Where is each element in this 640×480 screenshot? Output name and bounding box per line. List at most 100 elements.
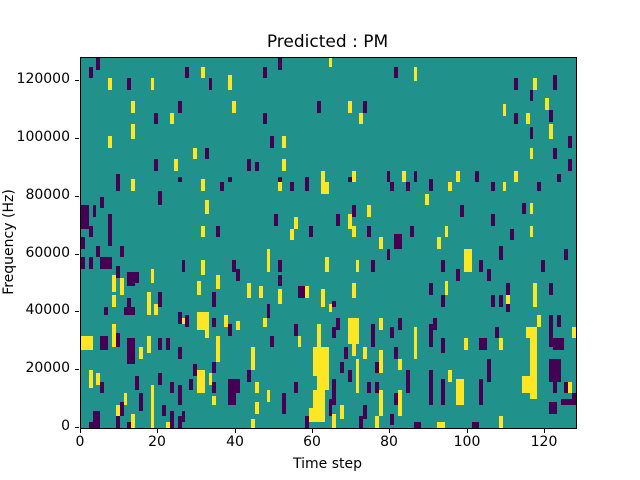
heatmap-mark: [197, 370, 205, 393]
heatmap-mark: [348, 370, 352, 382]
heatmap-mark: [278, 289, 282, 304]
heatmap-mark: [278, 260, 282, 272]
heatmap-mark: [120, 246, 124, 257]
heatmap-mark: [228, 379, 240, 393]
heatmap-mark: [352, 205, 356, 217]
heatmap-mark: [108, 214, 112, 246]
heatmap-mark: [201, 260, 205, 275]
heatmap-mark: [499, 295, 503, 307]
heatmap-mark: [352, 171, 356, 182]
heatmap-mark: [116, 405, 120, 416]
heatmap-mark: [147, 304, 151, 315]
heatmap-mark: [414, 422, 421, 428]
heatmap-mark: [456, 171, 460, 182]
heatmap-mark: [352, 283, 356, 298]
heatmap-mark: [332, 327, 336, 338]
heatmap-mark: [170, 382, 174, 393]
heatmap-mark: [549, 124, 553, 139]
x-tick-label: 100: [453, 434, 481, 450]
x-tick-label: 120: [530, 434, 558, 450]
heatmap-mark: [549, 402, 557, 414]
heatmap-mark: [464, 249, 472, 272]
heatmap-mark: [197, 281, 201, 295]
heatmap-mark: [182, 260, 185, 272]
heatmap-mark: [120, 278, 124, 295]
x-axis-label: Time step: [293, 456, 362, 472]
heatmap-mark: [390, 182, 394, 191]
heatmap-mark: [201, 226, 205, 237]
heatmap-mark: [448, 370, 452, 382]
heatmap-mark: [212, 396, 216, 405]
heatmap-mark: [499, 416, 503, 428]
heatmap-mark: [445, 281, 448, 295]
heatmap-mark: [127, 298, 131, 307]
heatmap-mark: [166, 338, 170, 350]
heatmap-mark: [193, 364, 197, 376]
heatmap-mark: [317, 101, 321, 113]
heatmap-mark: [81, 205, 89, 229]
heatmap-mark: [255, 382, 259, 393]
heatmap-mark: [572, 393, 576, 405]
heatmap-mark: [154, 304, 158, 315]
y-tick-mark: [75, 427, 79, 428]
heatmap-mark: [410, 226, 414, 237]
heatmap-mark: [100, 336, 108, 350]
heatmap-mark: [549, 110, 553, 122]
heatmap-mark: [475, 171, 479, 182]
heatmap-mark: [112, 324, 116, 347]
heatmap-mark: [329, 304, 332, 312]
heatmap-mark: [247, 283, 251, 298]
heatmap-mark: [182, 411, 185, 422]
heatmap-mark: [127, 422, 131, 428]
heatmap-mark: [251, 419, 255, 428]
heatmap-mark: [394, 67, 398, 78]
x-tick-label: 0: [75, 434, 85, 450]
y-tick-mark: [75, 311, 79, 312]
heatmap-mark: [553, 148, 557, 159]
heatmap-mark: [329, 399, 332, 416]
heatmap-mark: [321, 289, 325, 307]
heatmap-mark: [487, 359, 491, 382]
heatmap-mark: [557, 315, 561, 327]
x-tick-label: 20: [148, 434, 166, 450]
heatmap-mark: [278, 182, 282, 191]
heatmap-mark: [313, 390, 325, 408]
heatmap-mark: [212, 382, 216, 393]
heatmap-mark: [236, 321, 240, 330]
heatmap-mark: [530, 90, 533, 101]
heatmap-mark: [96, 373, 100, 385]
heatmap-mark: [270, 136, 274, 148]
heatmap-mark: [429, 382, 433, 405]
heatmap-mark: [178, 416, 182, 428]
heatmap-mark: [441, 295, 445, 307]
y-tick-mark: [75, 254, 79, 255]
heatmap-mark: [139, 399, 143, 411]
heatmap-mark: [282, 393, 286, 414]
heatmap-mark: [510, 229, 514, 240]
heatmap-mark: [154, 159, 158, 171]
heatmap-mark: [503, 104, 506, 116]
heatmap-mark: [514, 78, 518, 90]
heatmap-mark: [456, 379, 464, 405]
heatmap-mark: [363, 101, 367, 113]
heatmap-mark: [209, 373, 212, 385]
heatmap-mark: [387, 249, 390, 260]
heatmap-mark: [263, 113, 267, 124]
heatmap-mark: [359, 416, 363, 428]
heatmap-mark: [116, 266, 120, 278]
heatmap-mark: [282, 136, 286, 148]
heatmap-mark: [247, 370, 251, 382]
heatmap-mark: [147, 336, 151, 353]
heatmap-mark: [259, 286, 263, 298]
heatmap-mark: [549, 359, 561, 382]
heatmap-mark: [100, 197, 104, 208]
heatmap-mark: [572, 327, 576, 338]
x-tick-mark: [312, 429, 313, 433]
heatmap-mark: [81, 257, 85, 269]
heatmap-mark: [317, 376, 329, 390]
heatmap-mark: [178, 101, 182, 113]
heatmap-mark: [356, 359, 359, 393]
heatmap-mark: [530, 203, 533, 214]
heatmap-mark: [533, 283, 537, 307]
